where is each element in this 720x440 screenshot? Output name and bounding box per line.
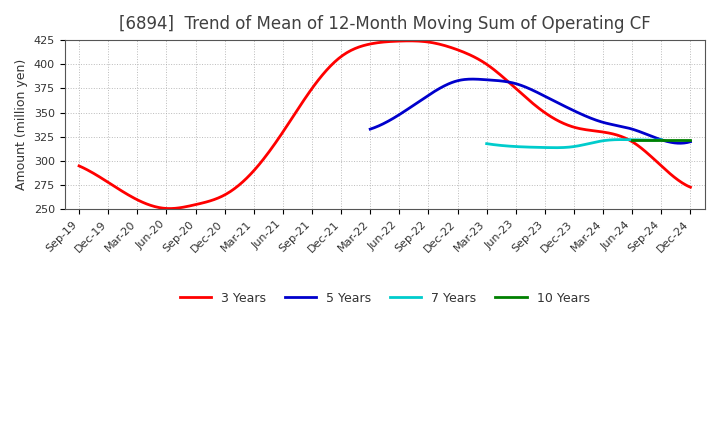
5 Years [557,102,566,107]
Legend: 3 Years, 5 Years, 7 Years, 10 Years: 3 Years, 5 Years, 7 Years, 10 Years [175,287,595,310]
5 Years [637,129,646,135]
3 Years [77,164,86,169]
7 Years [482,141,491,146]
5 Years [675,141,684,146]
7 Years [631,137,639,143]
3 Years [594,129,603,134]
3 Years [165,206,174,211]
5 Years [557,102,565,107]
7 Years [552,145,560,150]
Line: 5 Years: 5 Years [370,79,690,143]
7 Years [642,138,650,143]
3 Years [406,38,415,44]
3 Years [75,163,84,169]
10 Years [628,137,636,143]
10 Years [657,137,666,143]
7 Years [657,137,666,143]
3 Years [453,47,462,52]
5 Years [686,139,695,144]
7 Years [590,140,598,145]
7 Years [483,141,492,147]
Y-axis label: Amount (million yen): Amount (million yen) [15,59,28,191]
7 Years [587,140,595,146]
Line: 3 Years: 3 Years [79,41,690,209]
10 Years [686,137,695,143]
5 Years [367,126,376,132]
5 Years [657,137,666,143]
3 Years [441,43,449,48]
7 Years [617,137,626,142]
5 Years [563,105,572,110]
3 Years [443,44,451,49]
3 Years [686,184,695,190]
Title: [6894]  Trend of Mean of 12-Month Moving Sum of Operating CF: [6894] Trend of Mean of 12-Month Moving … [119,15,651,33]
5 Years [467,77,476,82]
Line: 7 Years: 7 Years [487,139,662,148]
3 Years [633,143,642,148]
7 Years [586,140,595,146]
5 Years [366,126,374,132]
